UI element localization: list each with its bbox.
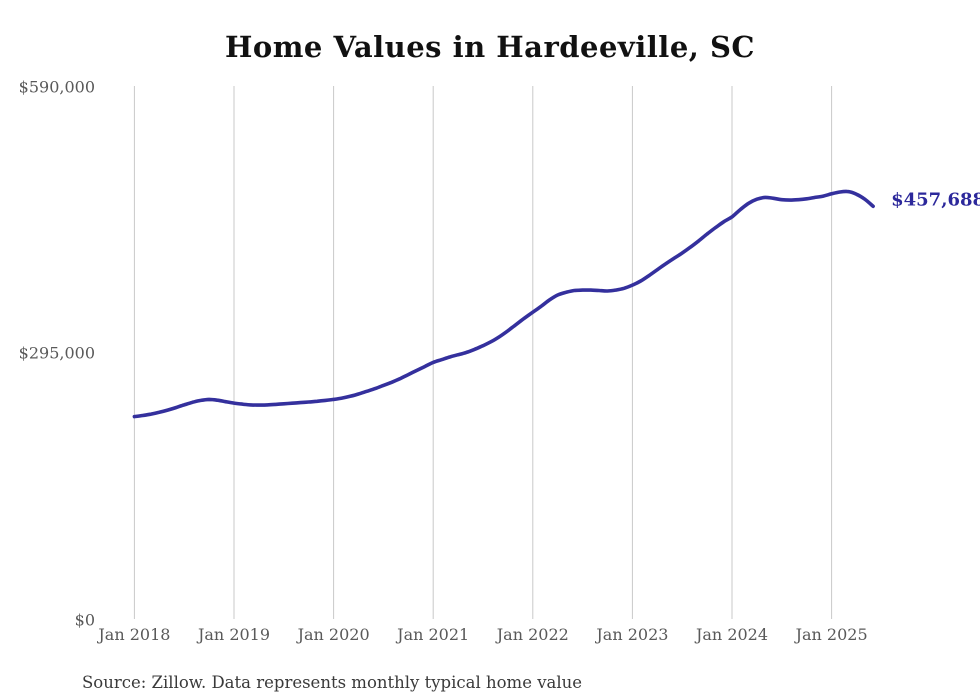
x-tick-label: Jan 2024 bbox=[695, 625, 769, 644]
chart-title: Home Values in Hardeeville, SC bbox=[225, 30, 755, 64]
home-value-line bbox=[132, 189, 875, 419]
x-tick-label: Jan 2025 bbox=[795, 625, 868, 644]
y-tick-label: $295,000 bbox=[18, 343, 95, 363]
source-attribution: Source: Zillow. Data represents monthly … bbox=[82, 673, 583, 692]
x-tick-label: Jan 2019 bbox=[197, 625, 271, 644]
x-tick-label: Jan 2021 bbox=[397, 625, 470, 644]
last-value-label: $457,688 bbox=[891, 189, 980, 211]
x-tick-label: Jan 2023 bbox=[596, 625, 669, 644]
x-tick-label: Jan 2020 bbox=[297, 625, 370, 644]
x-tick-label: Jan 2018 bbox=[98, 625, 171, 644]
x-tick-label: Jan 2022 bbox=[496, 625, 569, 644]
y-tick-label: $590,000 bbox=[18, 77, 95, 97]
y-tick-label: $0 bbox=[74, 610, 95, 630]
